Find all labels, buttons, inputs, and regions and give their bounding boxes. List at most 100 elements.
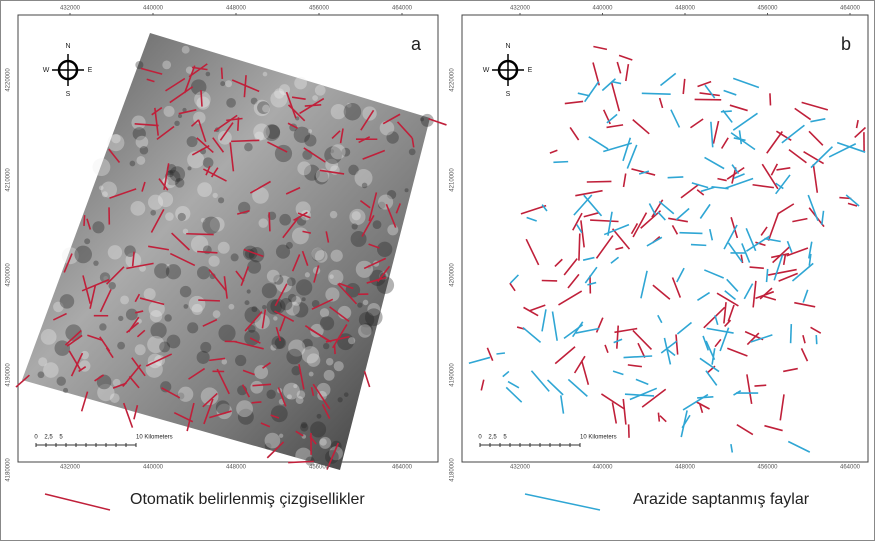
texture <box>84 238 90 244</box>
texture <box>380 121 395 136</box>
texture <box>187 166 191 170</box>
texture <box>265 433 281 449</box>
compass-label: N <box>505 43 510 50</box>
texture <box>296 279 312 295</box>
texture <box>197 266 210 279</box>
compass-label: S <box>506 91 511 98</box>
compass-label: E <box>528 67 533 74</box>
scale-label: 10 Kilometers <box>136 435 173 441</box>
texture <box>344 392 349 397</box>
texture <box>126 309 138 321</box>
texture <box>93 260 98 265</box>
texture <box>262 105 270 113</box>
y-tick-label: 4200000 <box>450 263 456 287</box>
lineament <box>642 93 671 94</box>
texture <box>259 218 269 228</box>
texture <box>297 390 305 398</box>
texture <box>162 60 171 69</box>
compass-label: W <box>483 67 490 74</box>
texture <box>323 343 329 349</box>
texture <box>326 358 333 365</box>
lineament <box>222 68 223 79</box>
texture <box>420 117 424 121</box>
texture <box>317 383 331 397</box>
texture <box>279 214 291 226</box>
texture <box>180 286 191 297</box>
texture <box>245 300 250 305</box>
texture <box>41 329 57 345</box>
texture <box>338 397 343 402</box>
compass-label: S <box>66 91 71 98</box>
texture <box>206 72 211 77</box>
lineament <box>269 212 270 231</box>
texture <box>309 372 314 377</box>
texture <box>378 194 393 209</box>
compass-label: W <box>43 67 50 74</box>
compass-label: E <box>88 67 93 74</box>
x-tick-label: 440000 <box>143 6 164 12</box>
texture <box>387 224 398 235</box>
texture <box>405 188 409 192</box>
texture <box>118 316 123 321</box>
texture <box>310 421 326 437</box>
texture <box>365 308 383 326</box>
lineament <box>767 269 768 282</box>
texture <box>218 242 230 254</box>
x-tick-label: 432000 <box>60 465 81 471</box>
texture <box>111 134 120 143</box>
texture <box>144 288 156 300</box>
texture <box>164 314 171 321</box>
x-tick-label: 448000 <box>226 6 247 12</box>
y-tick-label: 4200000 <box>6 263 12 287</box>
legend-text: Arazide saptanmış faylar <box>633 491 810 508</box>
lineament <box>658 413 659 422</box>
texture <box>189 296 206 313</box>
texture <box>363 300 369 306</box>
texture <box>222 359 228 365</box>
texture <box>305 272 310 277</box>
lineament <box>84 215 85 226</box>
texture <box>266 390 275 399</box>
texture <box>287 277 296 286</box>
y-tick-label: 4220000 <box>450 68 456 92</box>
texture <box>244 143 253 152</box>
texture <box>302 297 306 301</box>
texture <box>182 46 190 54</box>
texture <box>140 146 149 155</box>
x-tick-label: 448000 <box>675 465 696 471</box>
texture <box>252 187 269 204</box>
lineament <box>251 402 261 403</box>
x-tick-label: 432000 <box>60 6 81 12</box>
texture <box>362 183 368 189</box>
texture <box>158 192 173 207</box>
texture <box>267 270 280 283</box>
texture <box>226 98 236 108</box>
x-tick-label: 456000 <box>309 465 330 471</box>
x-tick-label: 440000 <box>143 465 164 471</box>
texture <box>38 371 45 378</box>
texture <box>218 197 224 203</box>
texture <box>293 384 297 388</box>
texture <box>220 81 225 86</box>
texture <box>120 295 129 304</box>
x-tick-label: 456000 <box>757 6 778 12</box>
texture <box>178 387 193 402</box>
texture <box>292 227 309 244</box>
texture <box>297 161 311 175</box>
lineament <box>579 234 580 261</box>
lineament <box>679 233 702 234</box>
texture <box>108 282 116 290</box>
lineament <box>770 93 771 105</box>
x-tick-label: 464000 <box>840 465 861 471</box>
texture <box>250 381 263 394</box>
texture <box>117 342 125 350</box>
texture <box>178 114 182 118</box>
lineament <box>553 162 568 163</box>
texture <box>135 61 143 69</box>
scale-label: 2,5 <box>488 435 497 441</box>
texture <box>319 438 326 445</box>
texture <box>135 344 146 355</box>
texture <box>263 72 268 77</box>
texture <box>208 256 219 267</box>
x-tick-label: 448000 <box>675 6 696 12</box>
